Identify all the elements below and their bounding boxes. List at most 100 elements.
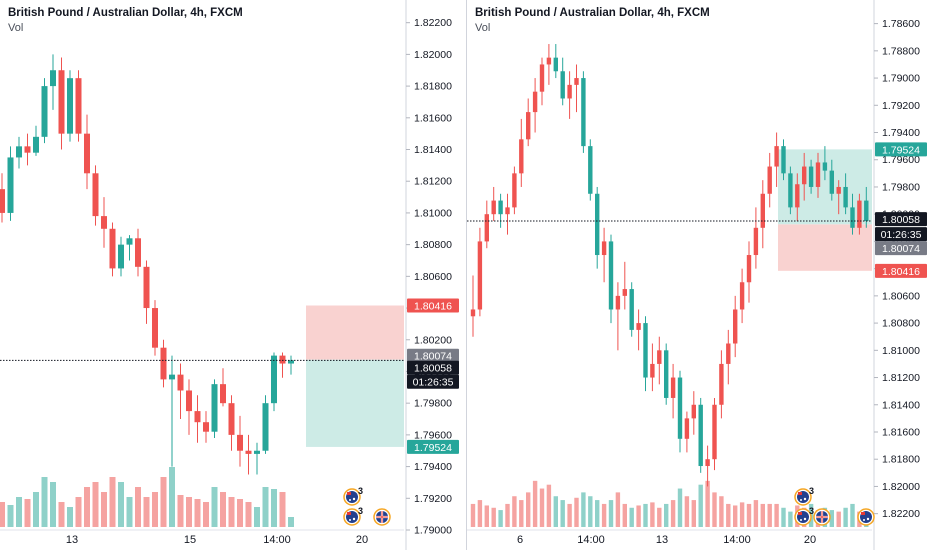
candle[interactable] xyxy=(484,214,489,242)
candle[interactable] xyxy=(16,146,22,158)
candle[interactable] xyxy=(857,200,862,228)
candle[interactable] xyxy=(733,309,738,344)
candle[interactable] xyxy=(50,70,56,87)
candle[interactable] xyxy=(470,309,476,317)
candle[interactable] xyxy=(705,459,710,467)
candle[interactable] xyxy=(601,241,607,256)
candle[interactable] xyxy=(211,384,218,432)
chart-pane-left[interactable]: 1.79000 1.79200 1.79400 1.79600 1.79800 1.800… xyxy=(0,0,466,550)
candle[interactable] xyxy=(760,193,765,228)
candle[interactable] xyxy=(143,266,150,309)
candle[interactable] xyxy=(498,200,503,215)
candle[interactable] xyxy=(670,377,676,398)
candle[interactable] xyxy=(629,289,634,330)
candle[interactable] xyxy=(254,450,260,454)
candle[interactable] xyxy=(220,384,226,404)
candle[interactable] xyxy=(767,166,772,194)
candle[interactable] xyxy=(802,166,807,185)
candle[interactable] xyxy=(553,57,558,72)
candle[interactable] xyxy=(774,146,779,167)
candle[interactable] xyxy=(519,139,524,174)
event-badge[interactable]: 3 xyxy=(343,486,363,506)
candle[interactable] xyxy=(41,86,48,137)
price-chart-right[interactable]: 1.78600 1.78800 1.79000 1.79200 1.79400 1.796… xyxy=(467,0,932,550)
candle[interactable] xyxy=(581,78,586,147)
candle[interactable] xyxy=(684,418,690,439)
candle[interactable] xyxy=(92,173,99,217)
candle[interactable] xyxy=(746,255,752,283)
candle[interactable] xyxy=(194,411,201,423)
candle[interactable] xyxy=(864,200,869,221)
candle[interactable] xyxy=(822,162,828,171)
event-badge[interactable]: 3 xyxy=(343,506,363,526)
candle[interactable] xyxy=(608,241,614,310)
candle[interactable] xyxy=(664,350,669,398)
candle[interactable] xyxy=(0,189,5,213)
event-badge[interactable]: 3 xyxy=(794,506,814,526)
event-badge[interactable]: 3 xyxy=(794,486,814,506)
candle[interactable] xyxy=(177,374,184,391)
candle[interactable] xyxy=(677,377,683,439)
candle[interactable] xyxy=(650,363,655,378)
candle[interactable] xyxy=(245,450,252,454)
event-badge[interactable] xyxy=(857,508,875,526)
candle[interactable] xyxy=(532,91,538,113)
candle[interactable] xyxy=(622,289,627,296)
candle[interactable] xyxy=(135,238,141,267)
candle[interactable] xyxy=(795,184,800,208)
candle[interactable] xyxy=(33,136,39,153)
take-profit-zone[interactable] xyxy=(306,359,404,447)
candle[interactable] xyxy=(279,355,286,364)
candle[interactable] xyxy=(75,78,82,134)
candle[interactable] xyxy=(567,84,572,99)
candle[interactable] xyxy=(526,112,531,140)
candle[interactable] xyxy=(288,360,294,364)
candle[interactable] xyxy=(698,404,703,467)
candle[interactable] xyxy=(560,71,565,99)
candle[interactable] xyxy=(643,323,648,378)
candle[interactable] xyxy=(595,193,600,256)
candle[interactable] xyxy=(712,404,717,460)
candle[interactable] xyxy=(505,207,510,215)
event-badge[interactable] xyxy=(813,508,831,526)
price-chart-left[interactable]: 1.79000 1.79200 1.79400 1.79600 1.79800 1.800… xyxy=(0,0,466,550)
candle[interactable] xyxy=(186,390,192,412)
candle[interactable] xyxy=(109,228,116,269)
candle[interactable] xyxy=(753,227,759,256)
candle[interactable] xyxy=(739,282,745,310)
volume-indicator-label[interactable]: Vol xyxy=(475,22,491,34)
candle[interactable] xyxy=(271,355,277,404)
stop-loss-zone[interactable] xyxy=(778,224,872,271)
candle[interactable] xyxy=(203,422,209,432)
pane-divider[interactable] xyxy=(466,0,467,550)
candle[interactable] xyxy=(118,244,124,269)
chart-pane-right[interactable]: 1.78600 1.78800 1.79000 1.79200 1.79400 1.796… xyxy=(467,0,932,550)
candle[interactable] xyxy=(262,403,269,451)
candle[interactable] xyxy=(160,347,167,380)
candle[interactable] xyxy=(477,241,483,310)
candle[interactable] xyxy=(101,216,107,229)
candle[interactable] xyxy=(24,146,31,153)
candle[interactable] xyxy=(719,363,724,405)
candle[interactable] xyxy=(808,166,814,187)
candle[interactable] xyxy=(512,173,517,208)
candle[interactable] xyxy=(58,70,65,134)
candle[interactable] xyxy=(726,343,731,364)
event-badge[interactable] xyxy=(373,508,391,526)
volume-indicator-label[interactable]: Vol xyxy=(8,22,24,34)
candle[interactable] xyxy=(815,162,821,187)
candle[interactable] xyxy=(84,133,90,174)
candle[interactable] xyxy=(691,404,696,419)
candle[interactable] xyxy=(843,186,848,208)
candle[interactable] xyxy=(788,173,793,208)
candle[interactable] xyxy=(169,374,175,380)
candle[interactable] xyxy=(781,146,786,174)
candle[interactable] xyxy=(850,207,855,228)
candle[interactable] xyxy=(546,57,552,65)
candle[interactable] xyxy=(237,434,243,451)
stop-loss-zone[interactable] xyxy=(306,305,404,360)
candle[interactable] xyxy=(657,350,662,364)
candle[interactable] xyxy=(539,64,545,92)
candle[interactable] xyxy=(836,186,841,194)
candle[interactable] xyxy=(7,157,14,213)
